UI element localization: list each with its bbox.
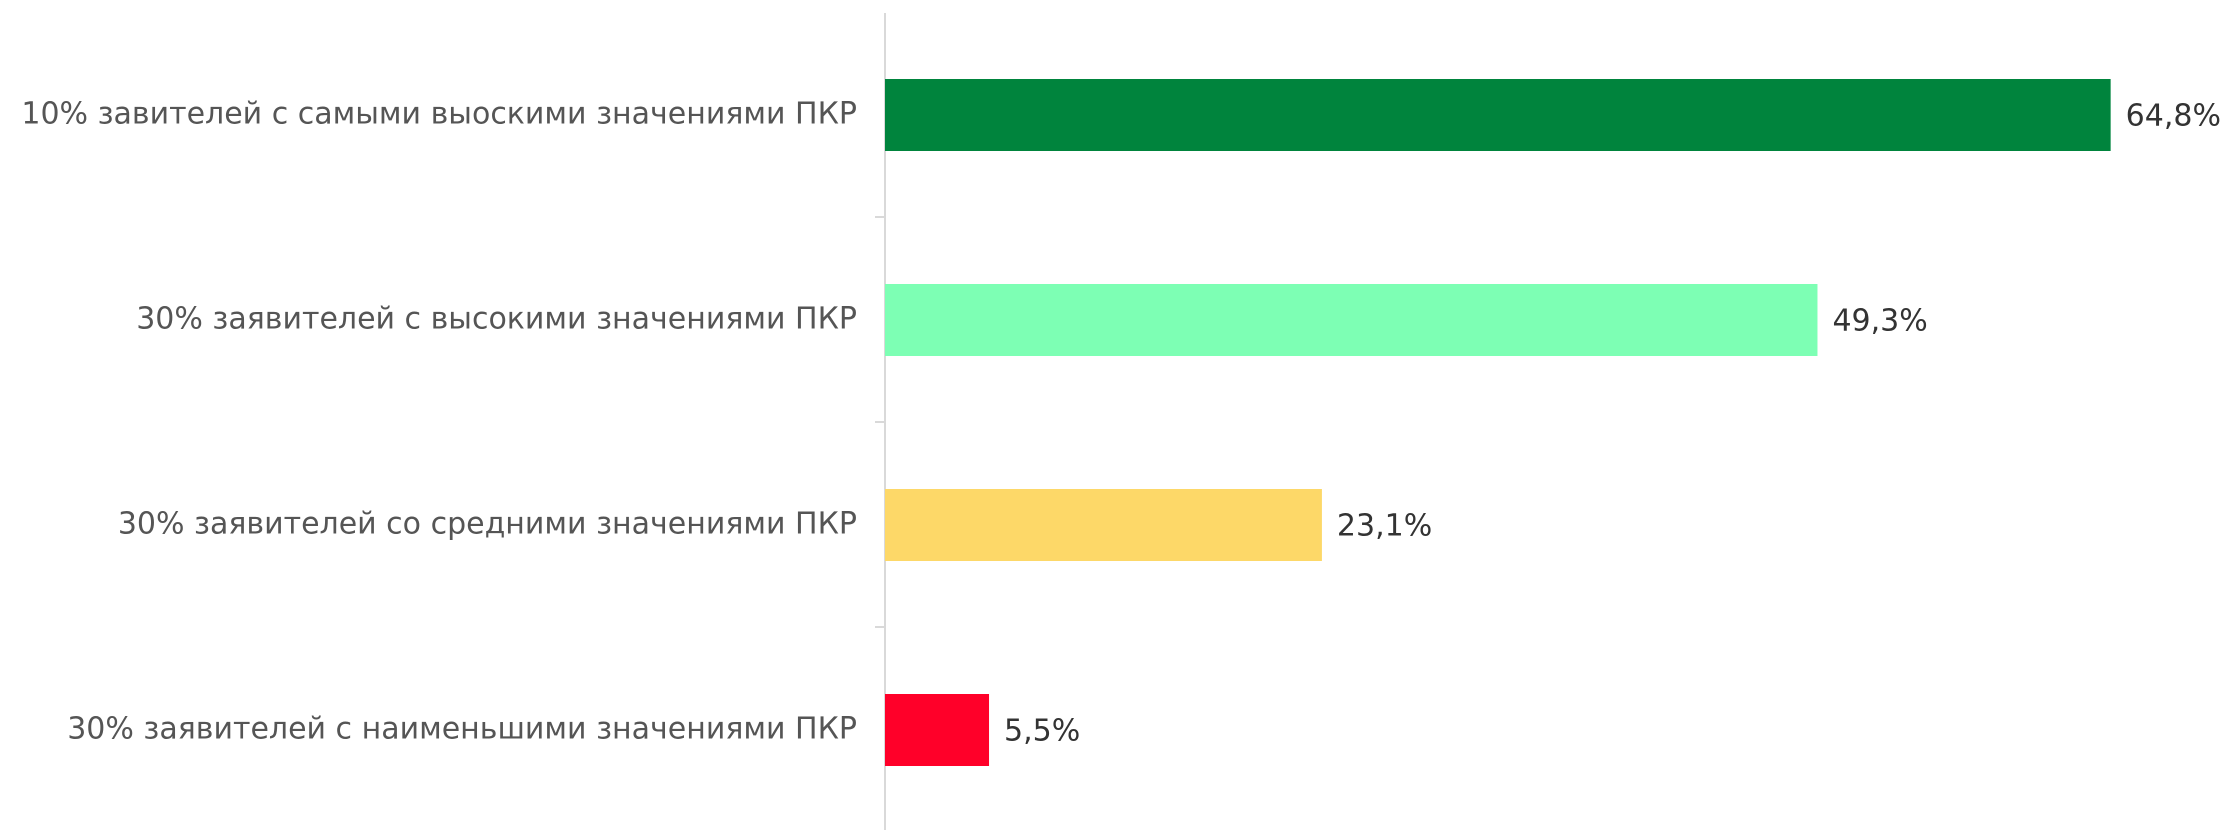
bar bbox=[885, 79, 2111, 151]
bar bbox=[885, 489, 1322, 561]
value-label: 5,5% bbox=[1004, 714, 1080, 749]
category-label: 10% завителей с самыми выоскими значения… bbox=[21, 97, 857, 132]
value-label: 49,3% bbox=[1832, 304, 1927, 339]
bar bbox=[885, 284, 1818, 356]
category-label: 30% заявителей с высокими значениями ПКР bbox=[136, 302, 857, 337]
bar bbox=[885, 694, 990, 766]
category-label: 30% заявителей со средними значениями ПК… bbox=[118, 507, 857, 542]
category-label: 30% заявителей с наименьшими значениями … bbox=[67, 712, 857, 747]
value-label: 23,1% bbox=[1337, 509, 1432, 544]
value-label: 64,8% bbox=[2126, 99, 2221, 134]
